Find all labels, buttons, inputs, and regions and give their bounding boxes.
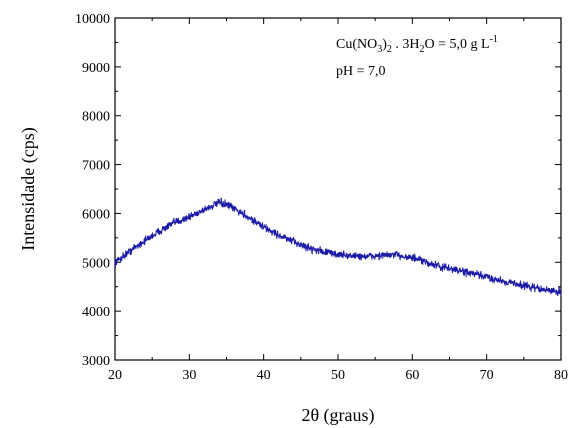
x-tick-label: 30 bbox=[182, 368, 196, 383]
y-tick-label: 3000 bbox=[82, 354, 110, 369]
plot-area: 20 30 40 50 60 70 80 3000 4000 5000 6000 7000 8000 9… bbox=[75, 12, 568, 383]
x-tick-label: 60 bbox=[405, 368, 419, 383]
y-tick-label: 9000 bbox=[82, 61, 110, 76]
series-line bbox=[114, 197, 562, 297]
x-axis-ticks: 20 30 40 50 60 70 80 bbox=[108, 18, 568, 383]
x-tick-label: 40 bbox=[257, 368, 271, 383]
x-tick-label: 70 bbox=[480, 368, 494, 383]
x-tick-label: 80 bbox=[554, 368, 568, 383]
annotation-ph: pH = 7,0 bbox=[336, 64, 386, 79]
y-axis-title: Intensidade (cps) bbox=[18, 127, 39, 250]
y-tick-label: 10000 bbox=[75, 12, 110, 27]
y-tick-label: 5000 bbox=[82, 256, 110, 271]
y-tick-label: 6000 bbox=[82, 207, 110, 222]
x-axis-title: 2θ (graus) bbox=[301, 405, 374, 426]
annotation-formula: Cu(NO3)2 . 3H2O = 5,0 g L-1 bbox=[336, 34, 498, 55]
x-tick-label: 50 bbox=[331, 368, 345, 383]
y-axis-ticks: 3000 4000 5000 6000 7000 8000 9000 10000 bbox=[75, 12, 561, 369]
x-tick-label: 20 bbox=[108, 368, 122, 383]
y-tick-label: 4000 bbox=[82, 305, 110, 320]
y-tick-label: 7000 bbox=[82, 159, 110, 174]
y-tick-label: 8000 bbox=[82, 110, 110, 125]
